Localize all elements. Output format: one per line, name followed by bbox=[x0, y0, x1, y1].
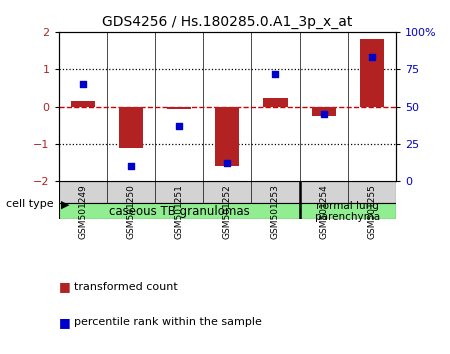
Text: percentile rank within the sample: percentile rank within the sample bbox=[74, 317, 262, 327]
Bar bbox=[300, 204, 396, 219]
Text: GSM501251: GSM501251 bbox=[175, 184, 184, 239]
Point bbox=[224, 161, 231, 166]
Bar bbox=[311, 107, 336, 116]
Text: caseous TB granulomas: caseous TB granulomas bbox=[108, 205, 249, 218]
Point bbox=[127, 164, 135, 169]
Bar bbox=[167, 107, 191, 109]
Point bbox=[79, 81, 86, 87]
Point bbox=[272, 71, 279, 76]
Title: GDS4256 / Hs.180285.0.A1_3p_x_at: GDS4256 / Hs.180285.0.A1_3p_x_at bbox=[102, 16, 352, 29]
Text: ▶: ▶ bbox=[61, 199, 69, 210]
Text: GSM501252: GSM501252 bbox=[223, 184, 232, 239]
Point bbox=[368, 55, 375, 60]
Bar bbox=[263, 98, 288, 107]
Text: GSM501255: GSM501255 bbox=[367, 184, 376, 239]
Bar bbox=[119, 107, 143, 148]
Text: GSM501253: GSM501253 bbox=[271, 184, 280, 239]
Text: GSM501249: GSM501249 bbox=[78, 184, 87, 239]
Bar bbox=[71, 101, 94, 107]
Text: cell type: cell type bbox=[6, 199, 54, 210]
Text: GSM501254: GSM501254 bbox=[319, 184, 328, 239]
Text: ■: ■ bbox=[58, 280, 70, 293]
Point bbox=[320, 111, 327, 117]
Bar bbox=[58, 181, 396, 204]
Bar bbox=[215, 107, 239, 166]
Text: GSM501250: GSM501250 bbox=[126, 184, 135, 239]
Point bbox=[176, 123, 183, 129]
Bar bbox=[58, 204, 300, 219]
Text: normal lung
parenchyma: normal lung parenchyma bbox=[315, 201, 380, 222]
Text: transformed count: transformed count bbox=[74, 282, 178, 292]
Bar bbox=[360, 39, 384, 107]
Text: ■: ■ bbox=[58, 316, 70, 329]
